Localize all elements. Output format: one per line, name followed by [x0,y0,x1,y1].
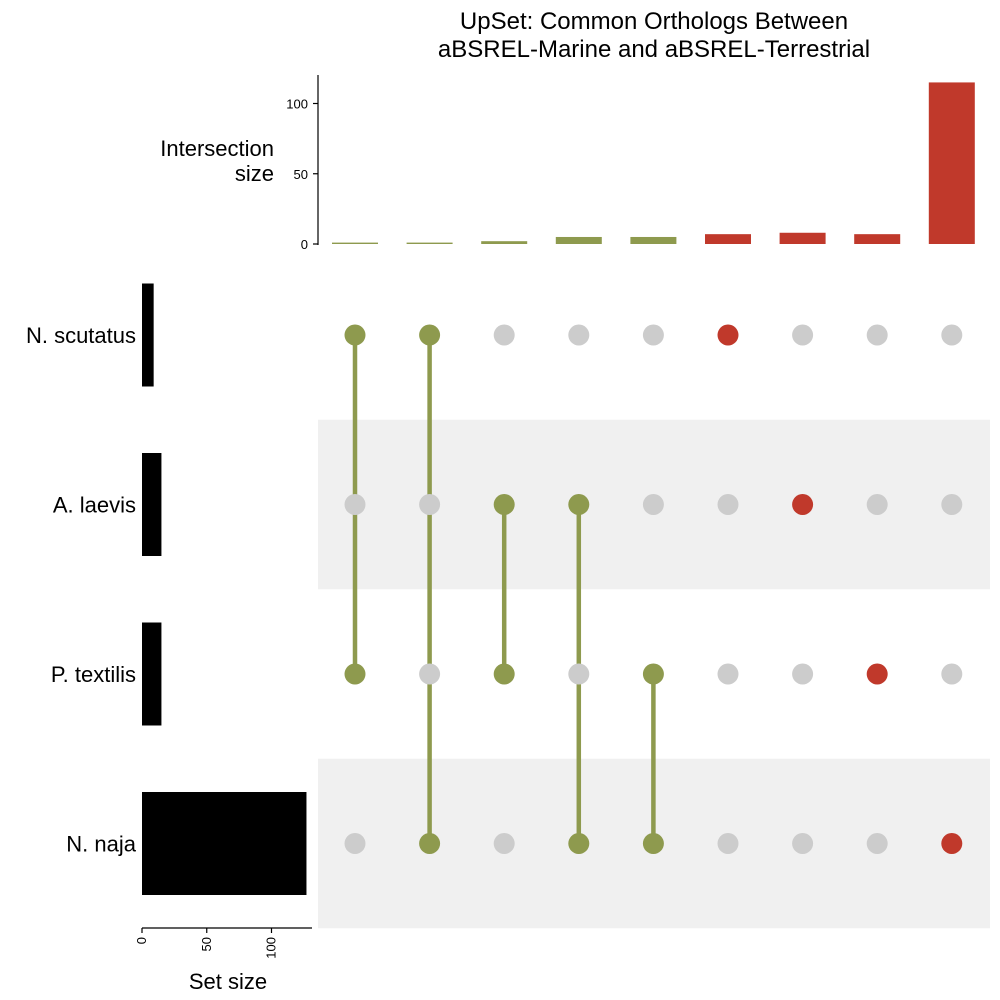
intersection-axis-label-line-2: size [235,161,274,186]
matrix-dot-active [792,494,814,515]
intersection-bar [854,234,901,244]
set-size-axis-tick-label: 100 [264,937,279,959]
matrix-dot-active [419,324,441,346]
set-size-bars [142,283,307,895]
intersection-axis-tick-label: 0 [301,237,308,252]
set-size-bar [142,622,162,726]
matrix-dot-inactive [642,324,664,346]
intersection-bars [332,82,975,244]
intersection-bar [630,236,677,244]
intersection-bar [555,236,602,244]
set-label: A. laevis [53,493,136,518]
set-label: N. scutatus [26,323,136,348]
intersection-axis-tick-label: 100 [286,97,308,112]
matrix-dot-active [568,833,590,854]
matrix-dot-inactive [866,833,888,854]
intersection-bar [332,242,378,244]
matrix-dot-active [493,663,515,685]
set-size-axis-tick-label: 0 [134,937,149,944]
matrix-dot-inactive [792,833,814,854]
set-size-bar [142,792,307,895]
set-size-axis-tick-label: 50 [199,937,214,951]
intersection-bar [481,241,528,244]
matrix-dot-inactive [941,663,963,685]
matrix-dot-active [419,833,441,854]
intersection-size-axis: Intersection size 0 50 100 [160,75,319,252]
matrix-dot-inactive [493,324,515,346]
intersection-axis-tick-label: 50 [294,167,308,182]
intersection-bar [779,232,826,244]
matrix-dot-inactive [941,494,963,515]
intersection-matrix [344,324,963,854]
matrix-dot-inactive [344,833,366,854]
intersection-bar [705,234,751,244]
matrix-dot-active [344,324,366,346]
matrix-dot-inactive [642,494,664,515]
matrix-dot-inactive [419,663,441,685]
matrix-dot-inactive [717,494,739,515]
intersection-bar [406,242,453,244]
matrix-dot-inactive [866,494,888,515]
matrix-dot-active [344,663,366,685]
matrix-dot-active [717,324,739,346]
matrix-dot-inactive [717,833,739,854]
set-labels: N. scutatus A. laevis P. textilis N. naja [26,323,137,857]
matrix-dot-active [941,833,963,854]
chart-title-line-2: aBSREL-Marine and aBSREL-Terrestrial [438,36,870,63]
chart-title: UpSet: Common Orthologs Between aBSREL-M… [438,8,870,63]
set-label: N. naja [66,832,136,857]
set-size-bar [142,283,154,387]
chart-title-line-1: UpSet: Common Orthologs Between [460,8,848,35]
matrix-dot-inactive [419,494,441,515]
matrix-dot-inactive [792,324,814,346]
matrix-dot-inactive [866,324,888,346]
matrix-dot-inactive [568,663,590,685]
set-size-bar [142,453,162,556]
matrix-dot-inactive [717,663,739,685]
matrix-dot-inactive [792,663,814,685]
matrix-dot-inactive [568,324,590,346]
set-size-axis: Set size 0 50 100 [134,927,312,994]
intersection-axis-label-line-1: Intersection [160,136,274,161]
matrix-dot-active [642,663,664,685]
matrix-dot-inactive [493,833,515,854]
matrix-dot-inactive [941,324,963,346]
intersection-bar [928,82,975,244]
matrix-dot-active [642,833,664,854]
matrix-dot-inactive [344,494,366,515]
matrix-dot-active [493,494,515,515]
matrix-dot-active [866,663,888,685]
matrix-dot-active [568,494,590,515]
set-label: P. textilis [51,662,136,687]
set-size-axis-label: Set size [189,969,267,994]
